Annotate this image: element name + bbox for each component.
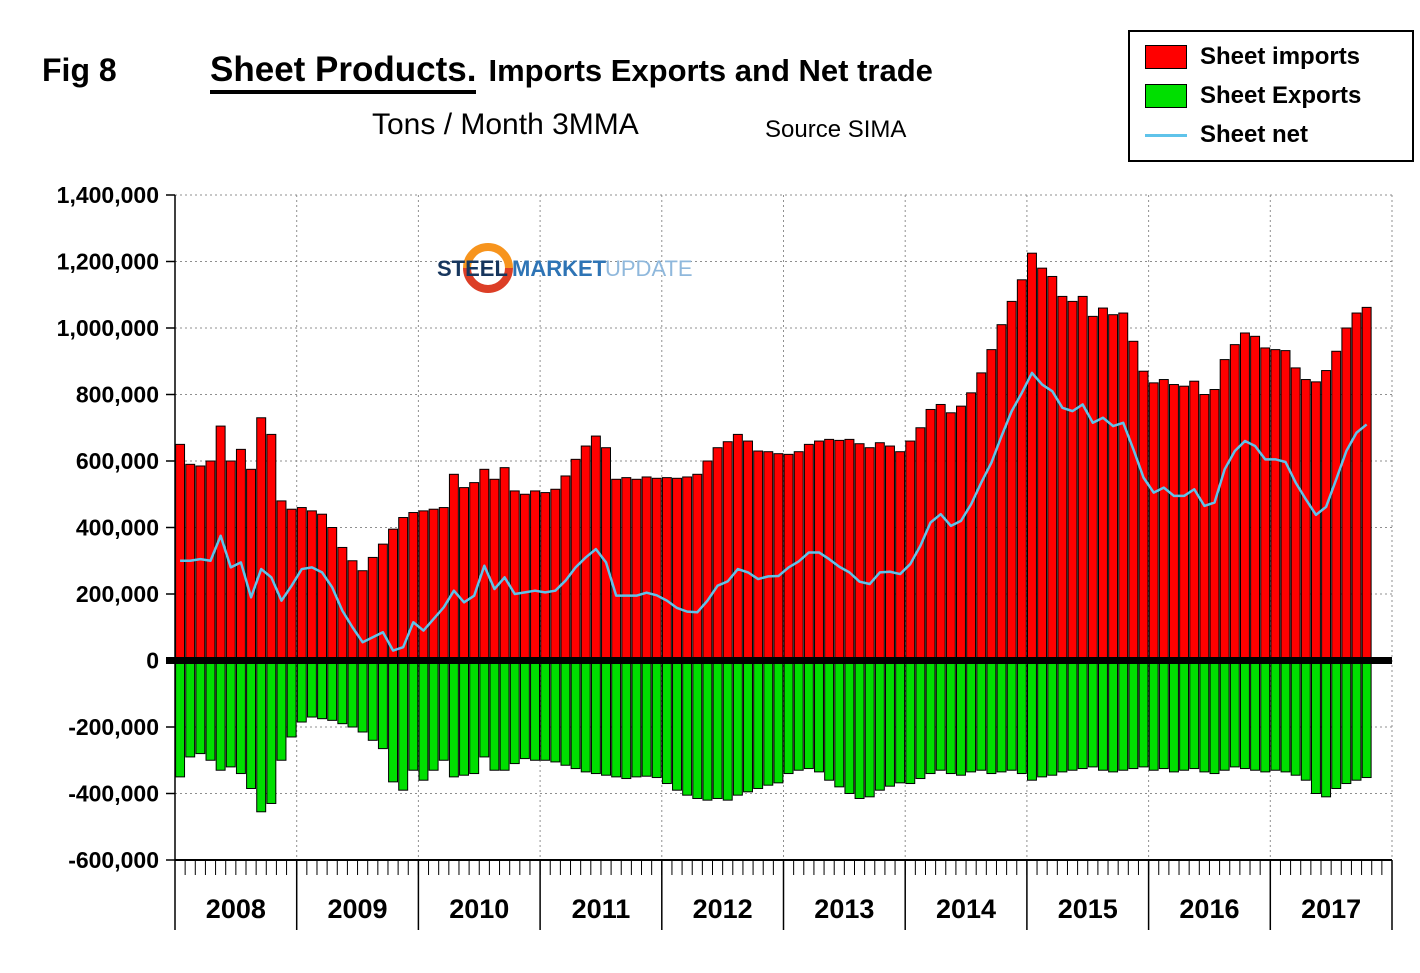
svg-text:1,200,000: 1,200,000 (57, 249, 159, 275)
legend-item-net: Sheet net (1145, 121, 1397, 149)
year-label: 2014 (936, 894, 996, 924)
chart-title-main: Sheet Products. (210, 50, 477, 94)
year-label: 2009 (328, 894, 388, 924)
svg-text:400,000: 400,000 (76, 515, 159, 541)
legend-label-exports: Sheet Exports (1200, 82, 1362, 109)
logo-word-market: MARKET (512, 256, 607, 281)
import-bars (175, 252, 1372, 662)
exports-swatch (1145, 84, 1187, 108)
year-label: 2017 (1301, 894, 1361, 924)
year-label: 2010 (449, 894, 509, 924)
svg-text:600,000: 600,000 (76, 448, 159, 474)
svg-text:-400,000: -400,000 (68, 781, 159, 807)
figure-label: Fig 8 (42, 52, 117, 88)
legend-label-net: Sheet net (1200, 121, 1309, 148)
legend: Sheet imports Sheet Exports Sheet net (1128, 30, 1414, 162)
svg-text:1,000,000: 1,000,000 (57, 315, 159, 341)
svg-text:1,400,000: 1,400,000 (57, 182, 159, 208)
chart-title-rest: Imports Exports and Net trade (488, 53, 933, 88)
year-label: 2015 (1058, 894, 1118, 924)
svg-text:0: 0 (146, 648, 159, 674)
gridlines (166, 194, 1393, 861)
logo-word-update: UPDATE (605, 256, 693, 281)
year-label: 2008 (206, 894, 266, 924)
net-line-swatch (1145, 133, 1187, 137)
y-axis-labels: -600,000 -400,000 -200,000 0 200,000 400,000 6… (57, 182, 159, 873)
chart-canvas: -600,000 -400,000 -200,000 0 200,000 400,000 6… (57, 182, 1393, 930)
legend-item-exports: Sheet Exports (1145, 82, 1397, 110)
legend-label-imports: Sheet imports (1200, 43, 1361, 70)
chart-title: Sheet Products. Imports Exports and Net t… (210, 50, 933, 94)
imports-swatch (1145, 45, 1187, 69)
logo-word-steel: STEEL (437, 256, 508, 281)
chart-subtitle: Tons / Month 3MMA (372, 108, 639, 141)
svg-text:-200,000: -200,000 (68, 714, 159, 740)
year-label: 2016 (1179, 894, 1239, 924)
net-trade-line (180, 371, 1368, 652)
year-label: 2012 (693, 894, 753, 924)
year-label: 2013 (814, 894, 874, 924)
legend-item-imports: Sheet imports (1145, 43, 1397, 71)
svg-text:-600,000: -600,000 (68, 847, 159, 873)
chart-source: Source SIMA (765, 116, 907, 143)
svg-text:800,000: 800,000 (76, 382, 159, 408)
svg-text:200,000: 200,000 (76, 581, 159, 607)
x-axis: 2008 2009 2010 2011 2012 2013 2014 2015 2016 2017 (174, 859, 1393, 930)
year-label: 2011 (572, 894, 631, 924)
export-bars (175, 660, 1372, 813)
